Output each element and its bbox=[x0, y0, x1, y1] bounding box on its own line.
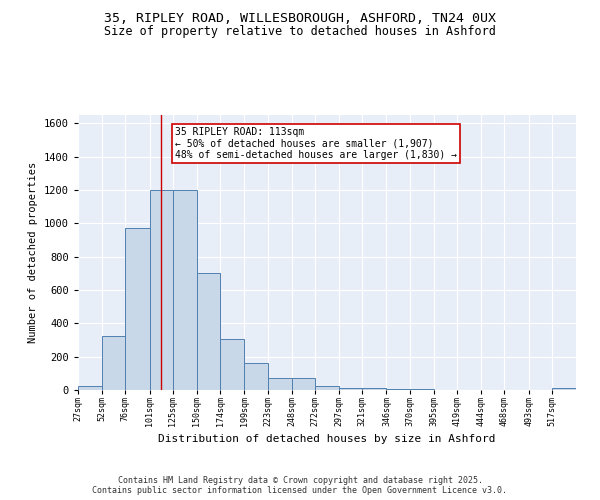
Bar bbox=[244, 364, 268, 390]
Bar bbox=[173, 190, 197, 390]
Bar bbox=[339, 388, 362, 390]
Bar bbox=[410, 389, 434, 390]
Text: Contains public sector information licensed under the Open Government Licence v3: Contains public sector information licen… bbox=[92, 486, 508, 495]
Bar bbox=[362, 388, 386, 390]
Bar bbox=[292, 378, 315, 390]
Text: 35 RIPLEY ROAD: 113sqm
← 50% of detached houses are smaller (1,907)
48% of semi-: 35 RIPLEY ROAD: 113sqm ← 50% of detached… bbox=[175, 126, 457, 160]
Bar bbox=[315, 386, 339, 390]
Bar bbox=[220, 339, 244, 390]
Text: Contains HM Land Registry data © Crown copyright and database right 2025.: Contains HM Land Registry data © Crown c… bbox=[118, 476, 482, 485]
Text: 35, RIPLEY ROAD, WILLESBOROUGH, ASHFORD, TN24 0UX: 35, RIPLEY ROAD, WILLESBOROUGH, ASHFORD,… bbox=[104, 12, 496, 26]
Bar bbox=[552, 388, 576, 390]
Bar bbox=[78, 386, 102, 390]
Y-axis label: Number of detached properties: Number of detached properties bbox=[28, 162, 38, 343]
Bar bbox=[386, 389, 410, 390]
Bar bbox=[197, 274, 220, 390]
X-axis label: Distribution of detached houses by size in Ashford: Distribution of detached houses by size … bbox=[158, 434, 496, 444]
Bar bbox=[102, 336, 125, 390]
Bar bbox=[268, 378, 292, 390]
Text: Size of property relative to detached houses in Ashford: Size of property relative to detached ho… bbox=[104, 25, 496, 38]
Bar bbox=[125, 228, 149, 390]
Bar bbox=[149, 190, 173, 390]
